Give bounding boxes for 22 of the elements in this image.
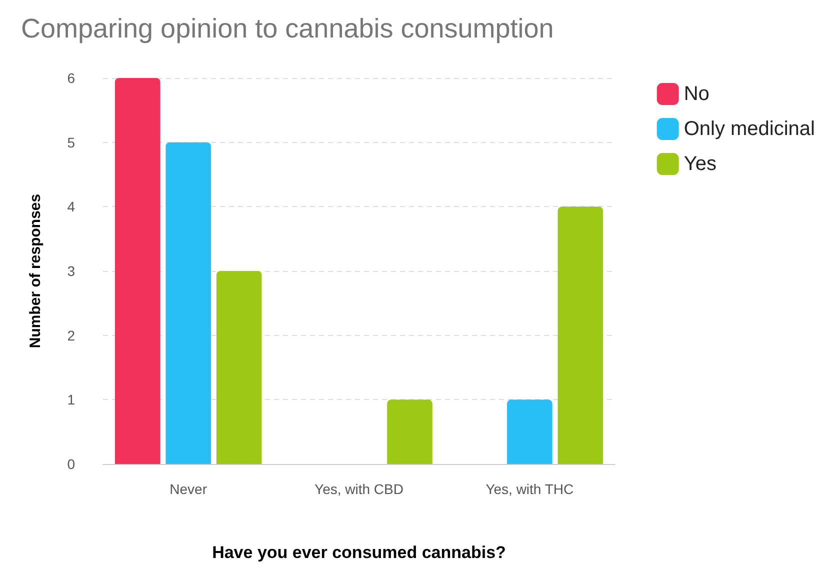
bar	[558, 206, 604, 464]
y-tick-label: 2	[67, 327, 76, 344]
y-tick-label: 3	[67, 263, 76, 279]
y-tick-label: 0	[67, 456, 76, 472]
y-tick-label: 4	[67, 198, 76, 215]
bar	[114, 78, 160, 464]
legend-label: Yes	[684, 153, 716, 175]
y-tick-label: 6	[67, 70, 76, 86]
x-tick-label: Never	[170, 481, 208, 497]
x-tick-label: Yes, with CBD	[314, 481, 404, 497]
bar	[166, 142, 211, 464]
bar	[216, 271, 262, 464]
y-tick-label: 5	[67, 134, 76, 150]
bar	[507, 400, 552, 464]
bar	[387, 400, 432, 464]
chart-title: Comparing opinion to cannabis consumption	[21, 14, 554, 44]
legend-label: No	[684, 83, 710, 105]
legend-label: Only medicinal	[684, 118, 816, 140]
x-tick-label: Yes, with THC	[486, 481, 574, 497]
x-axis-title: Have you ever consumed cannabis?	[212, 543, 506, 562]
y-axis-title: Number of responses	[27, 194, 44, 348]
y-tick-label: 1	[67, 392, 76, 408]
